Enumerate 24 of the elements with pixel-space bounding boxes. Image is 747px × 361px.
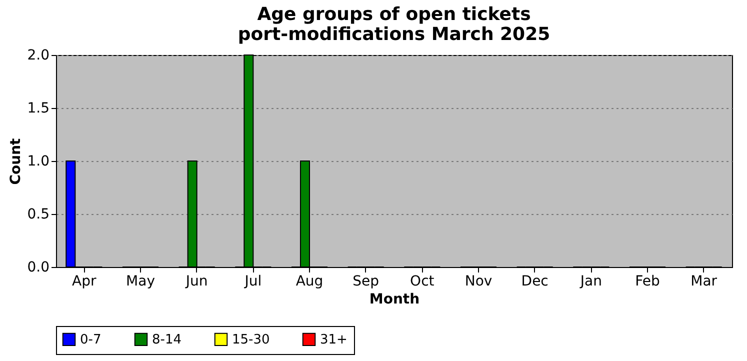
- x-tick-label: Nov: [464, 274, 492, 290]
- y-tick-label: 2.0: [27, 48, 50, 64]
- y-tick-label: 0.5: [27, 206, 50, 222]
- legend-label: 31+: [320, 332, 348, 348]
- x-tick-label: Mar: [690, 274, 718, 290]
- x-tick-label: Jan: [579, 274, 602, 290]
- chart-title: Age groups of open tickets port-modifications March 2025: [238, 4, 550, 45]
- y-tick-label: 1.5: [27, 100, 50, 116]
- x-tick-label: Jul: [244, 274, 262, 290]
- x-axis-title: Month: [369, 292, 420, 308]
- y-axis-title: Count: [8, 138, 24, 185]
- x-tick-label: May: [126, 274, 155, 290]
- legend-label: 15-30: [232, 332, 270, 348]
- x-tick-label: Aug: [296, 274, 324, 290]
- y-tick-label: 0.0: [27, 260, 50, 276]
- x-tick-label: Jun: [184, 274, 208, 290]
- legend-label: 8-14: [152, 332, 182, 348]
- y-tick-label: 1.0: [27, 154, 50, 170]
- x-tick-label: Dec: [521, 274, 548, 290]
- x-tick-label: Apr: [72, 274, 97, 290]
- x-tick-label: Sep: [352, 274, 380, 290]
- x-tick-label: Feb: [635, 274, 660, 290]
- x-tick-label: Oct: [410, 274, 435, 290]
- legend-label: 0-7: [80, 332, 102, 348]
